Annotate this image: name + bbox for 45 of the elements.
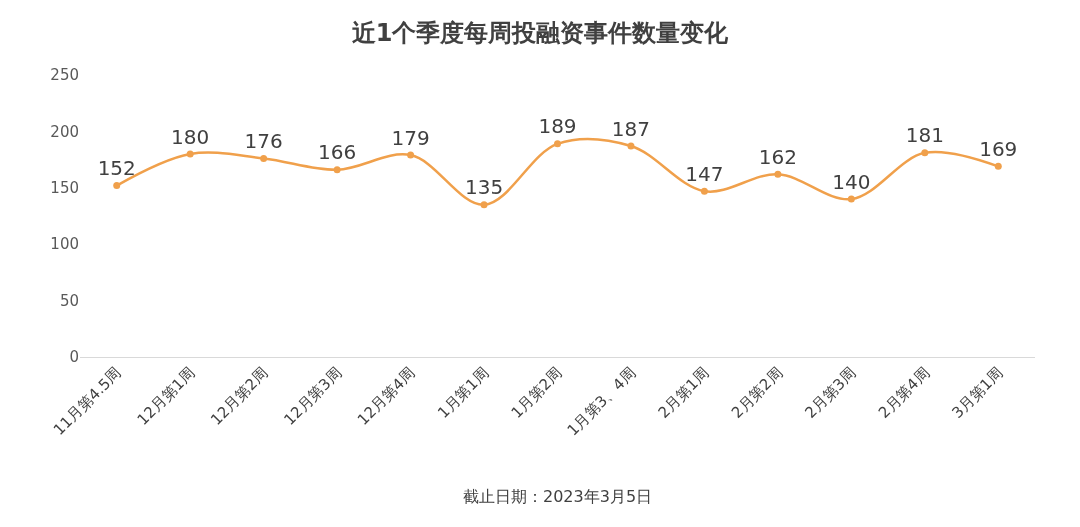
point — [700, 187, 708, 195]
x-tick-label: 2月第3周 — [801, 363, 860, 422]
data-label: 187 — [611, 116, 651, 141]
y-tick-label: 100 — [50, 235, 79, 254]
data-label: 180 — [171, 124, 210, 149]
y-tick-label: 150 — [50, 179, 79, 198]
point — [774, 170, 782, 178]
x-tick-label: 3月第1周 — [948, 363, 1007, 422]
point — [994, 162, 1002, 170]
point — [260, 154, 268, 162]
point — [186, 150, 194, 158]
x-tick-label: 12月第4周 — [353, 363, 419, 429]
x-tick-label: 12月第3周 — [280, 363, 346, 429]
point — [554, 140, 561, 148]
x-tick-label: 12月第2周 — [206, 363, 272, 429]
data-label: 152 — [97, 156, 136, 181]
point — [113, 182, 121, 190]
y-tick-label: 50 — [59, 291, 79, 310]
text: 截止日期：2023年3月5日 — [463, 487, 653, 506]
y-tick-label: 250 — [50, 66, 79, 85]
data-label: 147 — [685, 161, 724, 186]
point — [921, 149, 929, 157]
x-tick-label: 2月第2周 — [727, 363, 787, 422]
x-tick-label: 1月第2周 — [507, 363, 566, 422]
data-label: 189 — [538, 114, 577, 139]
chart-title: 近1个季度每周投融资事件数量变化 — [351, 18, 730, 47]
data-label: 162 — [758, 144, 797, 169]
point — [333, 166, 341, 174]
x-tick-label: 1月第1周 — [434, 363, 493, 422]
data-label: 135 — [464, 175, 504, 200]
data-label: 176 — [244, 129, 283, 154]
point — [847, 195, 855, 203]
data-label: 179 — [391, 125, 430, 150]
data-label: 181 — [905, 123, 944, 148]
point — [407, 151, 415, 159]
point — [627, 142, 635, 150]
x-tick-label: 1月第3、4周 — [563, 363, 640, 440]
point — [480, 201, 488, 209]
x-tick-label: 2月第4周 — [874, 363, 933, 422]
data-label: 169 — [979, 136, 1018, 161]
data-label: 140 — [832, 169, 871, 194]
x-tick-label: 2月第1周 — [654, 363, 713, 422]
y-tick-label: 200 — [50, 122, 79, 141]
data-label: 166 — [318, 140, 357, 165]
x-tick-label: 12月第1周 — [133, 363, 199, 429]
